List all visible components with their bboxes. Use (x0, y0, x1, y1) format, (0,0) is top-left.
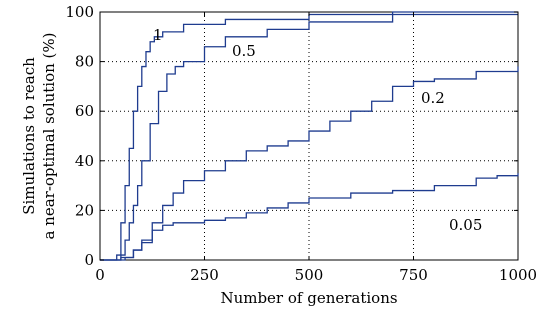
series-label-0.2: 0.2 (421, 89, 445, 107)
axis-ticks: 0 250 500 750 1000 0 20 40 60 80 100 (65, 3, 536, 284)
series-label-0.05: 0.05 (449, 216, 482, 234)
x-axis-label: Number of generations (220, 289, 397, 307)
y-tick-label: 40 (75, 152, 94, 170)
y-axis-label-line-1: Simulations to reach (20, 57, 38, 215)
x-tick-label: 250 (190, 266, 219, 284)
series-label-1: 1 (153, 26, 163, 44)
y-tick-label: 0 (84, 251, 94, 269)
series-line-1 (100, 11, 518, 261)
x-tick-label: 0 (95, 266, 105, 284)
series-label-0.5: 0.5 (232, 42, 256, 60)
series-layer (100, 11, 519, 261)
x-tick-label: 500 (295, 266, 324, 284)
series-line-0.5 (100, 13, 518, 261)
series-line-0.05 (100, 173, 519, 261)
x-tick-label: 750 (399, 266, 428, 284)
y-tick-label: 100 (65, 3, 94, 21)
series-annotations: 1 0.5 0.2 0.05 (153, 26, 482, 234)
y-tick-label: 60 (75, 102, 94, 120)
y-axis-label-line-2: a near-optimal solution (%) (40, 32, 58, 239)
y-tick-label: 80 (75, 53, 94, 71)
y-tick-label: 20 (75, 201, 94, 219)
x-tick-label: 1000 (499, 266, 536, 284)
